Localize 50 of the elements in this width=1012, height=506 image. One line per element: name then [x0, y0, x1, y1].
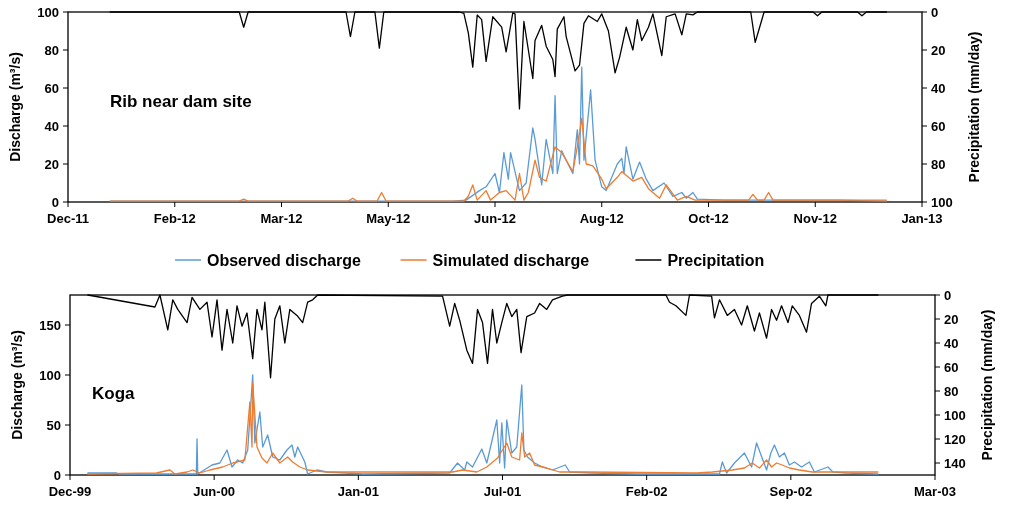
annotation: Koga — [92, 384, 136, 403]
y-tick-label: 40 — [44, 119, 59, 134]
y-tick-label: 100 — [37, 5, 59, 20]
legend-label: Observed discharge — [207, 252, 361, 269]
y2-tick-label: 40 — [931, 81, 946, 96]
y2-tick-label: 20 — [931, 43, 946, 58]
y-tick-label: 50 — [46, 418, 61, 433]
y2-tick-label: 100 — [931, 195, 953, 210]
y2-tick-label: 120 — [944, 432, 966, 447]
x-tick-label: Nov-12 — [793, 211, 837, 226]
x-tick-label: Mar-03 — [914, 484, 956, 499]
x-tick-label: Dec-99 — [48, 484, 92, 499]
y2-tick-label: 0 — [944, 288, 952, 303]
legend-label: Simulated discharge — [432, 252, 590, 269]
x-tick-label: Dec-11 — [47, 211, 89, 226]
y2-tick-label: 40 — [944, 336, 959, 351]
x-tick-label: Jun-12 — [474, 211, 516, 226]
x-tick-label: Sep-02 — [769, 484, 813, 499]
y-tick-label: 100 — [39, 368, 61, 383]
y2-tick-label: 0 — [931, 5, 939, 20]
y2-tick-label: 100 — [944, 408, 966, 423]
y2-tick-label: 60 — [944, 360, 959, 375]
y-axis-title: Discharge (m³/s) — [7, 52, 23, 162]
y-tick-label: 20 — [44, 157, 59, 172]
x-tick-label: Jun-00 — [193, 484, 236, 499]
x-tick-label: Jul-01 — [483, 484, 522, 499]
y-tick-label: 60 — [44, 81, 59, 96]
x-tick-label: Mar-12 — [260, 211, 303, 226]
y-tick-label: 150 — [39, 318, 61, 333]
x-tick-label: Aug-12 — [579, 211, 624, 226]
x-tick-label: Jan-01 — [337, 484, 379, 499]
x-tick-label: Oct-12 — [688, 211, 729, 226]
y-tick-label: 0 — [53, 468, 61, 483]
y2-axis-title: Precipitation (mm/day) — [979, 309, 995, 461]
x-tick-label: Jan-13 — [901, 211, 943, 226]
x-tick-label: May-12 — [366, 211, 411, 226]
y2-tick-label: 60 — [931, 119, 946, 134]
y2-tick-label: 80 — [944, 384, 959, 399]
x-tick-label: Feb-02 — [625, 484, 668, 499]
y2-tick-label: 140 — [944, 456, 966, 471]
y-axis-title: Discharge (m³/s) — [9, 330, 25, 440]
y2-tick-label: 20 — [944, 312, 959, 327]
annotation: Rib near dam site — [110, 92, 252, 111]
x-tick-label: Feb-12 — [153, 211, 196, 226]
y-tick-label: 0 — [51, 195, 59, 210]
y-tick-label: 80 — [44, 43, 59, 58]
line-series — [109, 117, 888, 202]
y2-tick-label: 80 — [931, 157, 946, 172]
y2-axis-title: Precipitation (mm/day) — [966, 31, 982, 183]
legend-label: Precipitation — [667, 252, 765, 269]
